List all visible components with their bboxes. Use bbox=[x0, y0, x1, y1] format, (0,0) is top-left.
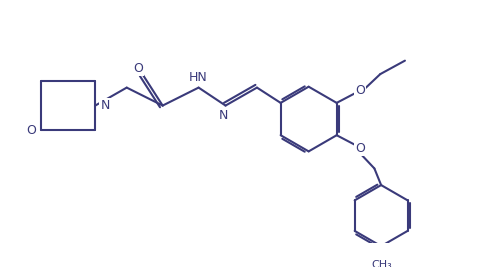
Text: N: N bbox=[101, 99, 110, 112]
Text: CH₃: CH₃ bbox=[372, 261, 392, 267]
Text: N: N bbox=[219, 109, 228, 122]
Text: O: O bbox=[355, 84, 365, 97]
Text: O: O bbox=[133, 62, 143, 75]
Text: O: O bbox=[355, 142, 365, 155]
Text: O: O bbox=[26, 124, 36, 137]
Text: HN: HN bbox=[189, 71, 208, 84]
